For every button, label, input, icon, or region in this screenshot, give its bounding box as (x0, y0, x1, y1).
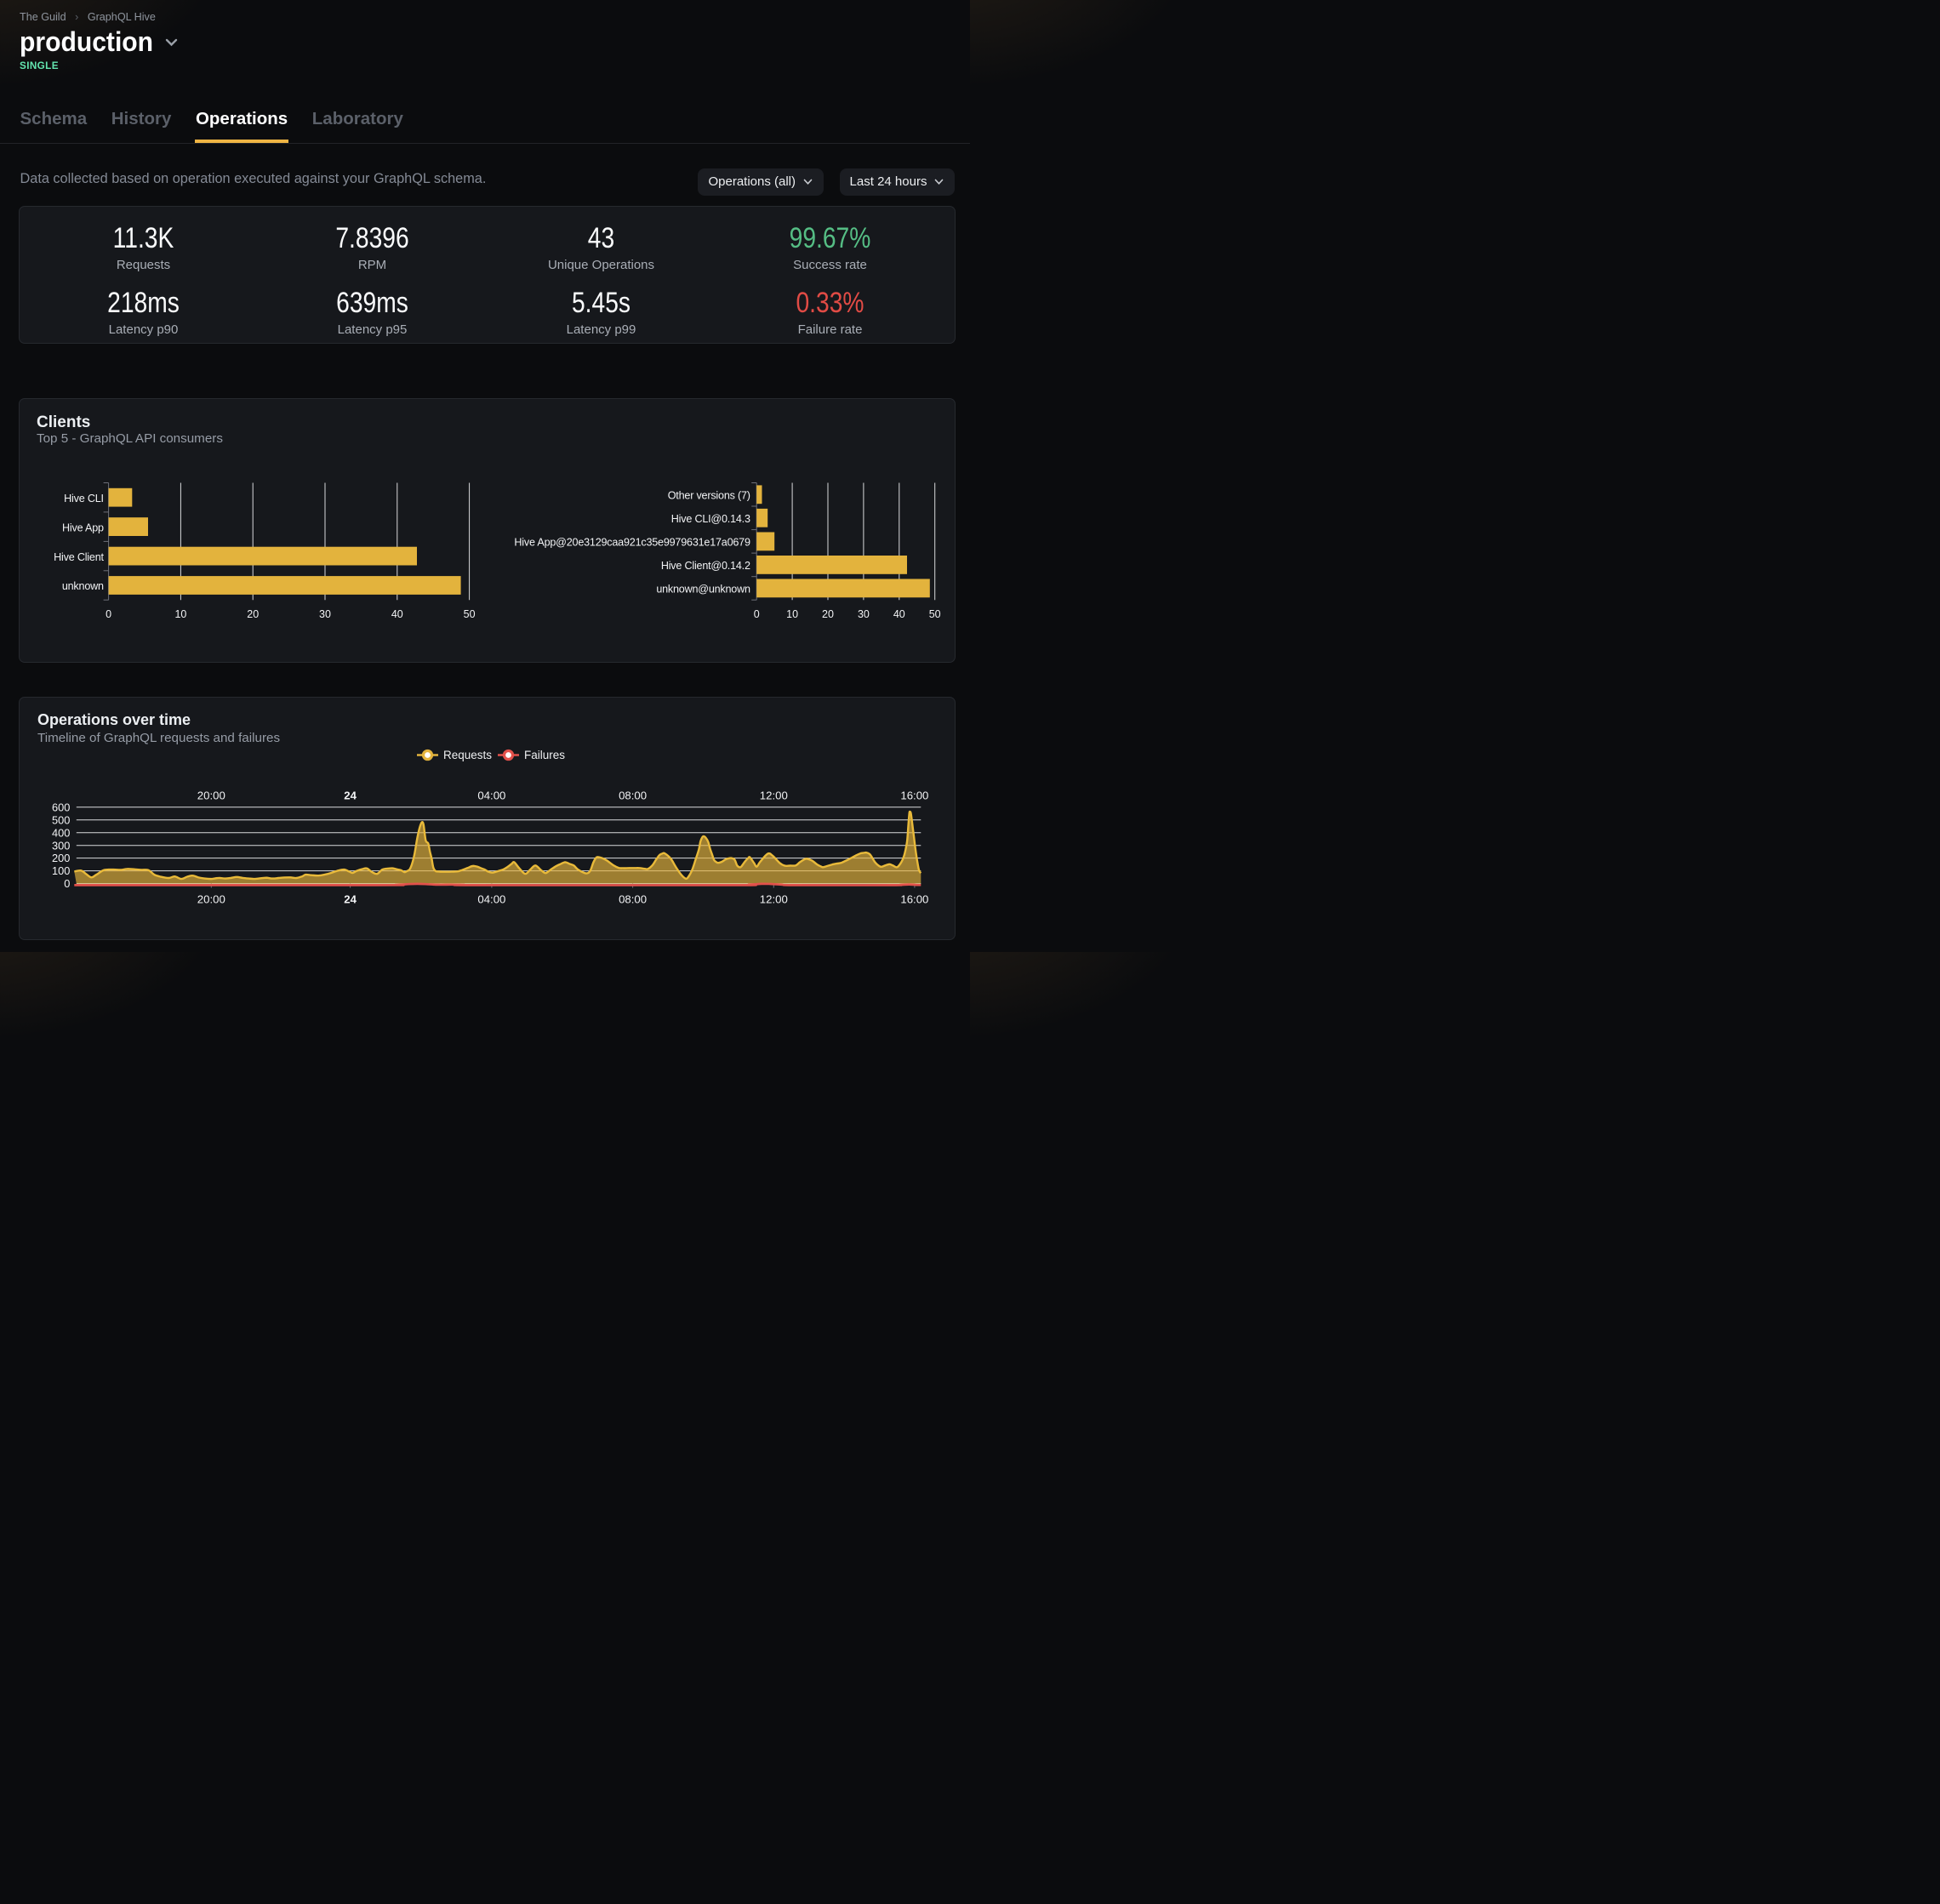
svg-text:10: 10 (174, 607, 186, 619)
svg-text:08:00: 08:00 (619, 789, 647, 801)
svg-text:0: 0 (64, 877, 70, 890)
svg-text:0: 0 (753, 607, 759, 619)
svg-text:500: 500 (52, 813, 70, 826)
svg-text:Hive App@20e3129caa921c35e9979: Hive App@20e3129caa921c35e9979631e17a067… (514, 536, 750, 548)
svg-text:20: 20 (247, 607, 259, 619)
svg-text:24: 24 (344, 892, 357, 905)
svg-text:0: 0 (106, 607, 111, 619)
svg-text:400: 400 (52, 826, 70, 839)
svg-text:Other versions (7): Other versions (7) (667, 489, 750, 501)
svg-text:12:00: 12:00 (759, 892, 787, 905)
svg-text:Hive Client: Hive Client (54, 550, 104, 562)
svg-text:300: 300 (52, 839, 70, 852)
svg-text:200: 200 (52, 852, 70, 864)
svg-text:08:00: 08:00 (619, 892, 647, 905)
svg-text:50: 50 (928, 607, 940, 619)
svg-text:Hive App: Hive App (62, 522, 104, 533)
svg-text:600: 600 (52, 801, 70, 813)
svg-text:20:00: 20:00 (197, 892, 225, 905)
svg-text:20:00: 20:00 (197, 789, 225, 801)
svg-text:24: 24 (344, 789, 357, 801)
svg-text:30: 30 (858, 607, 870, 619)
svg-text:100: 100 (52, 864, 70, 877)
svg-text:16:00: 16:00 (900, 892, 928, 905)
svg-text:04:00: 04:00 (477, 789, 505, 801)
svg-text:16:00: 16:00 (900, 789, 928, 801)
svg-text:unknown@unknown: unknown@unknown (656, 583, 750, 595)
svg-text:10: 10 (786, 607, 798, 619)
svg-text:Hive CLI: Hive CLI (64, 492, 104, 504)
svg-text:30: 30 (319, 607, 331, 619)
svg-text:unknown: unknown (62, 580, 104, 592)
svg-text:Hive Client@0.14.2: Hive Client@0.14.2 (661, 560, 750, 572)
svg-text:40: 40 (893, 607, 905, 619)
svg-text:12:00: 12:00 (759, 789, 787, 801)
svg-text:04:00: 04:00 (477, 892, 505, 905)
svg-text:Hive CLI@0.14.3: Hive CLI@0.14.3 (670, 513, 750, 525)
svg-text:40: 40 (391, 607, 403, 619)
svg-text:50: 50 (463, 607, 475, 619)
svg-text:20: 20 (822, 607, 834, 619)
